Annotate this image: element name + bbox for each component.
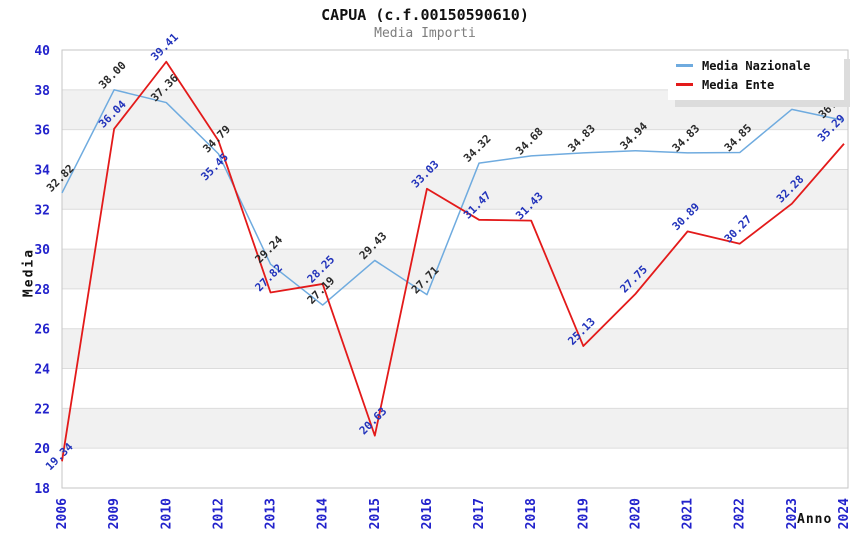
x-tick-label: 2015 (368, 498, 383, 529)
y-tick-label: 36 (34, 124, 50, 139)
legend: Media Nazionale Media Ente (668, 52, 844, 100)
legend-item-media-ente: Media Ente (676, 75, 844, 94)
y-tick-label: 24 (34, 363, 50, 378)
legend-label-media-nazionale: Media Nazionale (702, 58, 811, 73)
x-tick-label: 2016 (420, 498, 435, 529)
y-tick-label: 30 (34, 243, 50, 258)
y-tick-label: 32 (34, 203, 50, 218)
plot-band (62, 169, 848, 210)
y-tick-label: 40 (34, 44, 50, 59)
x-tick-label: 2006 (55, 498, 70, 529)
data-label: 30.27 (722, 213, 755, 246)
y-tick-label: 26 (34, 323, 50, 338)
x-tick-label: 2012 (211, 498, 226, 529)
y-tick-label: 38 (34, 84, 50, 99)
series-line-media-ente (61, 60, 845, 462)
nazionale-line-swatch (676, 64, 693, 67)
legend-label-media-ente: Media Ente (702, 77, 775, 92)
plot-band (62, 328, 848, 369)
plot-border (61, 49, 849, 489)
x-tick-label: 2024 (837, 498, 850, 529)
y-tick-label: 18 (34, 482, 50, 497)
data-label: 34.32 (461, 132, 494, 165)
x-tick-label: 2021 (681, 498, 696, 529)
y-tick-label: 20 (34, 442, 50, 457)
chart-title: CAPUA (c.f.00150590610) (321, 6, 529, 24)
x-tick-label: 2010 (159, 498, 174, 529)
x-tick-label: 2014 (316, 498, 331, 529)
x-tick-label: 2020 (628, 498, 643, 529)
y-tick-label: 28 (34, 283, 50, 298)
chart-subtitle: Media Importi (374, 26, 476, 41)
data-label: 38.00 (96, 59, 129, 92)
ente-line-swatch (676, 83, 693, 86)
series-line-media-nazionale (61, 89, 845, 306)
data-label: 39.41 (148, 31, 181, 64)
y-axis-title: Media (21, 247, 37, 298)
x-tick-label: 2022 (733, 498, 748, 529)
x-tick-label: 2013 (264, 498, 279, 529)
y-tick-label: 34 (34, 163, 50, 178)
plot-band (62, 249, 848, 289)
y-tick-label: 22 (34, 402, 50, 417)
x-tick-label: 2018 (524, 498, 539, 529)
x-axis-title: Anno (797, 512, 833, 527)
x-tick-label: 2019 (576, 498, 591, 529)
x-tick-label: 2023 (785, 498, 800, 529)
x-tick-label: 2009 (107, 498, 122, 529)
plot-band (62, 408, 848, 449)
x-tick-label: 2017 (472, 498, 487, 529)
legend-item-media-nazionale: Media Nazionale (676, 56, 844, 75)
